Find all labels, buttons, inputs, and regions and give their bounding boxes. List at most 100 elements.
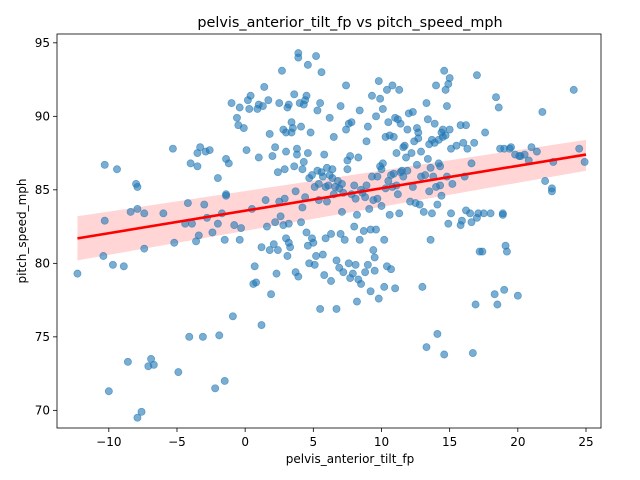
data-point xyxy=(356,107,363,114)
data-point xyxy=(109,261,116,268)
data-point xyxy=(372,226,379,233)
data-point xyxy=(287,244,294,251)
data-point xyxy=(261,83,268,90)
data-point xyxy=(385,119,392,126)
data-point xyxy=(317,305,324,312)
data-point xyxy=(282,148,289,155)
data-point xyxy=(315,180,322,187)
data-point xyxy=(367,288,374,295)
data-point xyxy=(390,133,397,140)
data-point xyxy=(169,145,176,152)
data-point xyxy=(480,210,487,217)
data-point xyxy=(349,270,356,277)
data-point xyxy=(378,202,385,209)
data-point xyxy=(426,188,433,195)
data-point xyxy=(389,82,396,89)
data-point xyxy=(292,188,299,195)
data-point xyxy=(576,145,583,152)
data-point xyxy=(423,100,430,107)
data-point xyxy=(171,239,178,246)
data-point xyxy=(434,330,441,337)
data-point xyxy=(312,252,319,259)
data-point xyxy=(351,223,358,230)
data-point xyxy=(396,210,403,217)
data-point xyxy=(314,107,321,114)
data-point xyxy=(297,219,304,226)
x-tick-label: −10 xyxy=(96,435,121,449)
data-point xyxy=(374,195,381,202)
data-point xyxy=(446,126,453,133)
data-point xyxy=(392,285,399,292)
data-point xyxy=(293,145,300,152)
y-tick-label: 75 xyxy=(35,330,50,344)
data-point xyxy=(467,210,474,217)
x-tick-label: −5 xyxy=(168,435,186,449)
data-point xyxy=(327,230,334,237)
data-point xyxy=(310,239,317,246)
data-point xyxy=(251,263,258,270)
data-point xyxy=(379,105,386,112)
data-point xyxy=(348,119,355,126)
data-point xyxy=(437,182,444,189)
data-point xyxy=(409,108,416,115)
data-point xyxy=(101,161,108,168)
data-point xyxy=(237,224,244,231)
data-point xyxy=(542,177,549,184)
data-point xyxy=(284,252,291,259)
data-point xyxy=(281,195,288,202)
data-point xyxy=(494,301,501,308)
data-point xyxy=(487,210,494,217)
data-point xyxy=(194,163,201,170)
data-point xyxy=(321,151,328,158)
y-axis-label: pitch_speed_mph xyxy=(15,178,29,283)
data-point xyxy=(214,174,221,181)
data-point xyxy=(222,192,229,199)
confidence-band-layer xyxy=(77,140,586,261)
data-point xyxy=(186,333,193,340)
data-point xyxy=(404,167,411,174)
data-point xyxy=(341,236,348,243)
data-point xyxy=(273,270,280,277)
data-point xyxy=(295,273,302,280)
data-point xyxy=(363,182,370,189)
data-point xyxy=(265,97,272,104)
data-point xyxy=(317,100,324,107)
data-point xyxy=(333,257,340,264)
data-point xyxy=(386,211,393,218)
data-point xyxy=(501,286,508,293)
data-point xyxy=(379,160,386,167)
data-point xyxy=(258,244,265,251)
data-point xyxy=(342,82,349,89)
data-point xyxy=(447,210,454,217)
data-point xyxy=(243,147,250,154)
data-point xyxy=(375,295,382,302)
data-point xyxy=(344,166,351,173)
data-point xyxy=(347,152,354,159)
data-point xyxy=(221,236,228,243)
data-point xyxy=(297,123,304,130)
data-point xyxy=(375,77,382,84)
data-point xyxy=(422,172,429,179)
data-point xyxy=(366,205,373,212)
data-point xyxy=(274,169,281,176)
data-point xyxy=(201,201,208,208)
data-point xyxy=(377,95,384,102)
data-point xyxy=(397,120,404,127)
data-point xyxy=(353,211,360,218)
data-point xyxy=(221,377,228,384)
data-point xyxy=(374,173,381,180)
data-point xyxy=(364,123,371,130)
data-point xyxy=(195,232,202,239)
x-axis-label: pelvis_anterior_tilt_fp xyxy=(286,452,415,466)
x-tick-label: 5 xyxy=(310,435,318,449)
data-point xyxy=(124,358,131,365)
data-point xyxy=(427,236,434,243)
data-point xyxy=(371,254,378,261)
confidence-band xyxy=(77,140,586,261)
data-point xyxy=(417,148,424,155)
data-point xyxy=(503,248,510,255)
y-tick-label: 95 xyxy=(35,36,50,50)
data-point xyxy=(101,217,108,224)
data-point xyxy=(319,173,326,180)
data-point xyxy=(437,163,444,170)
